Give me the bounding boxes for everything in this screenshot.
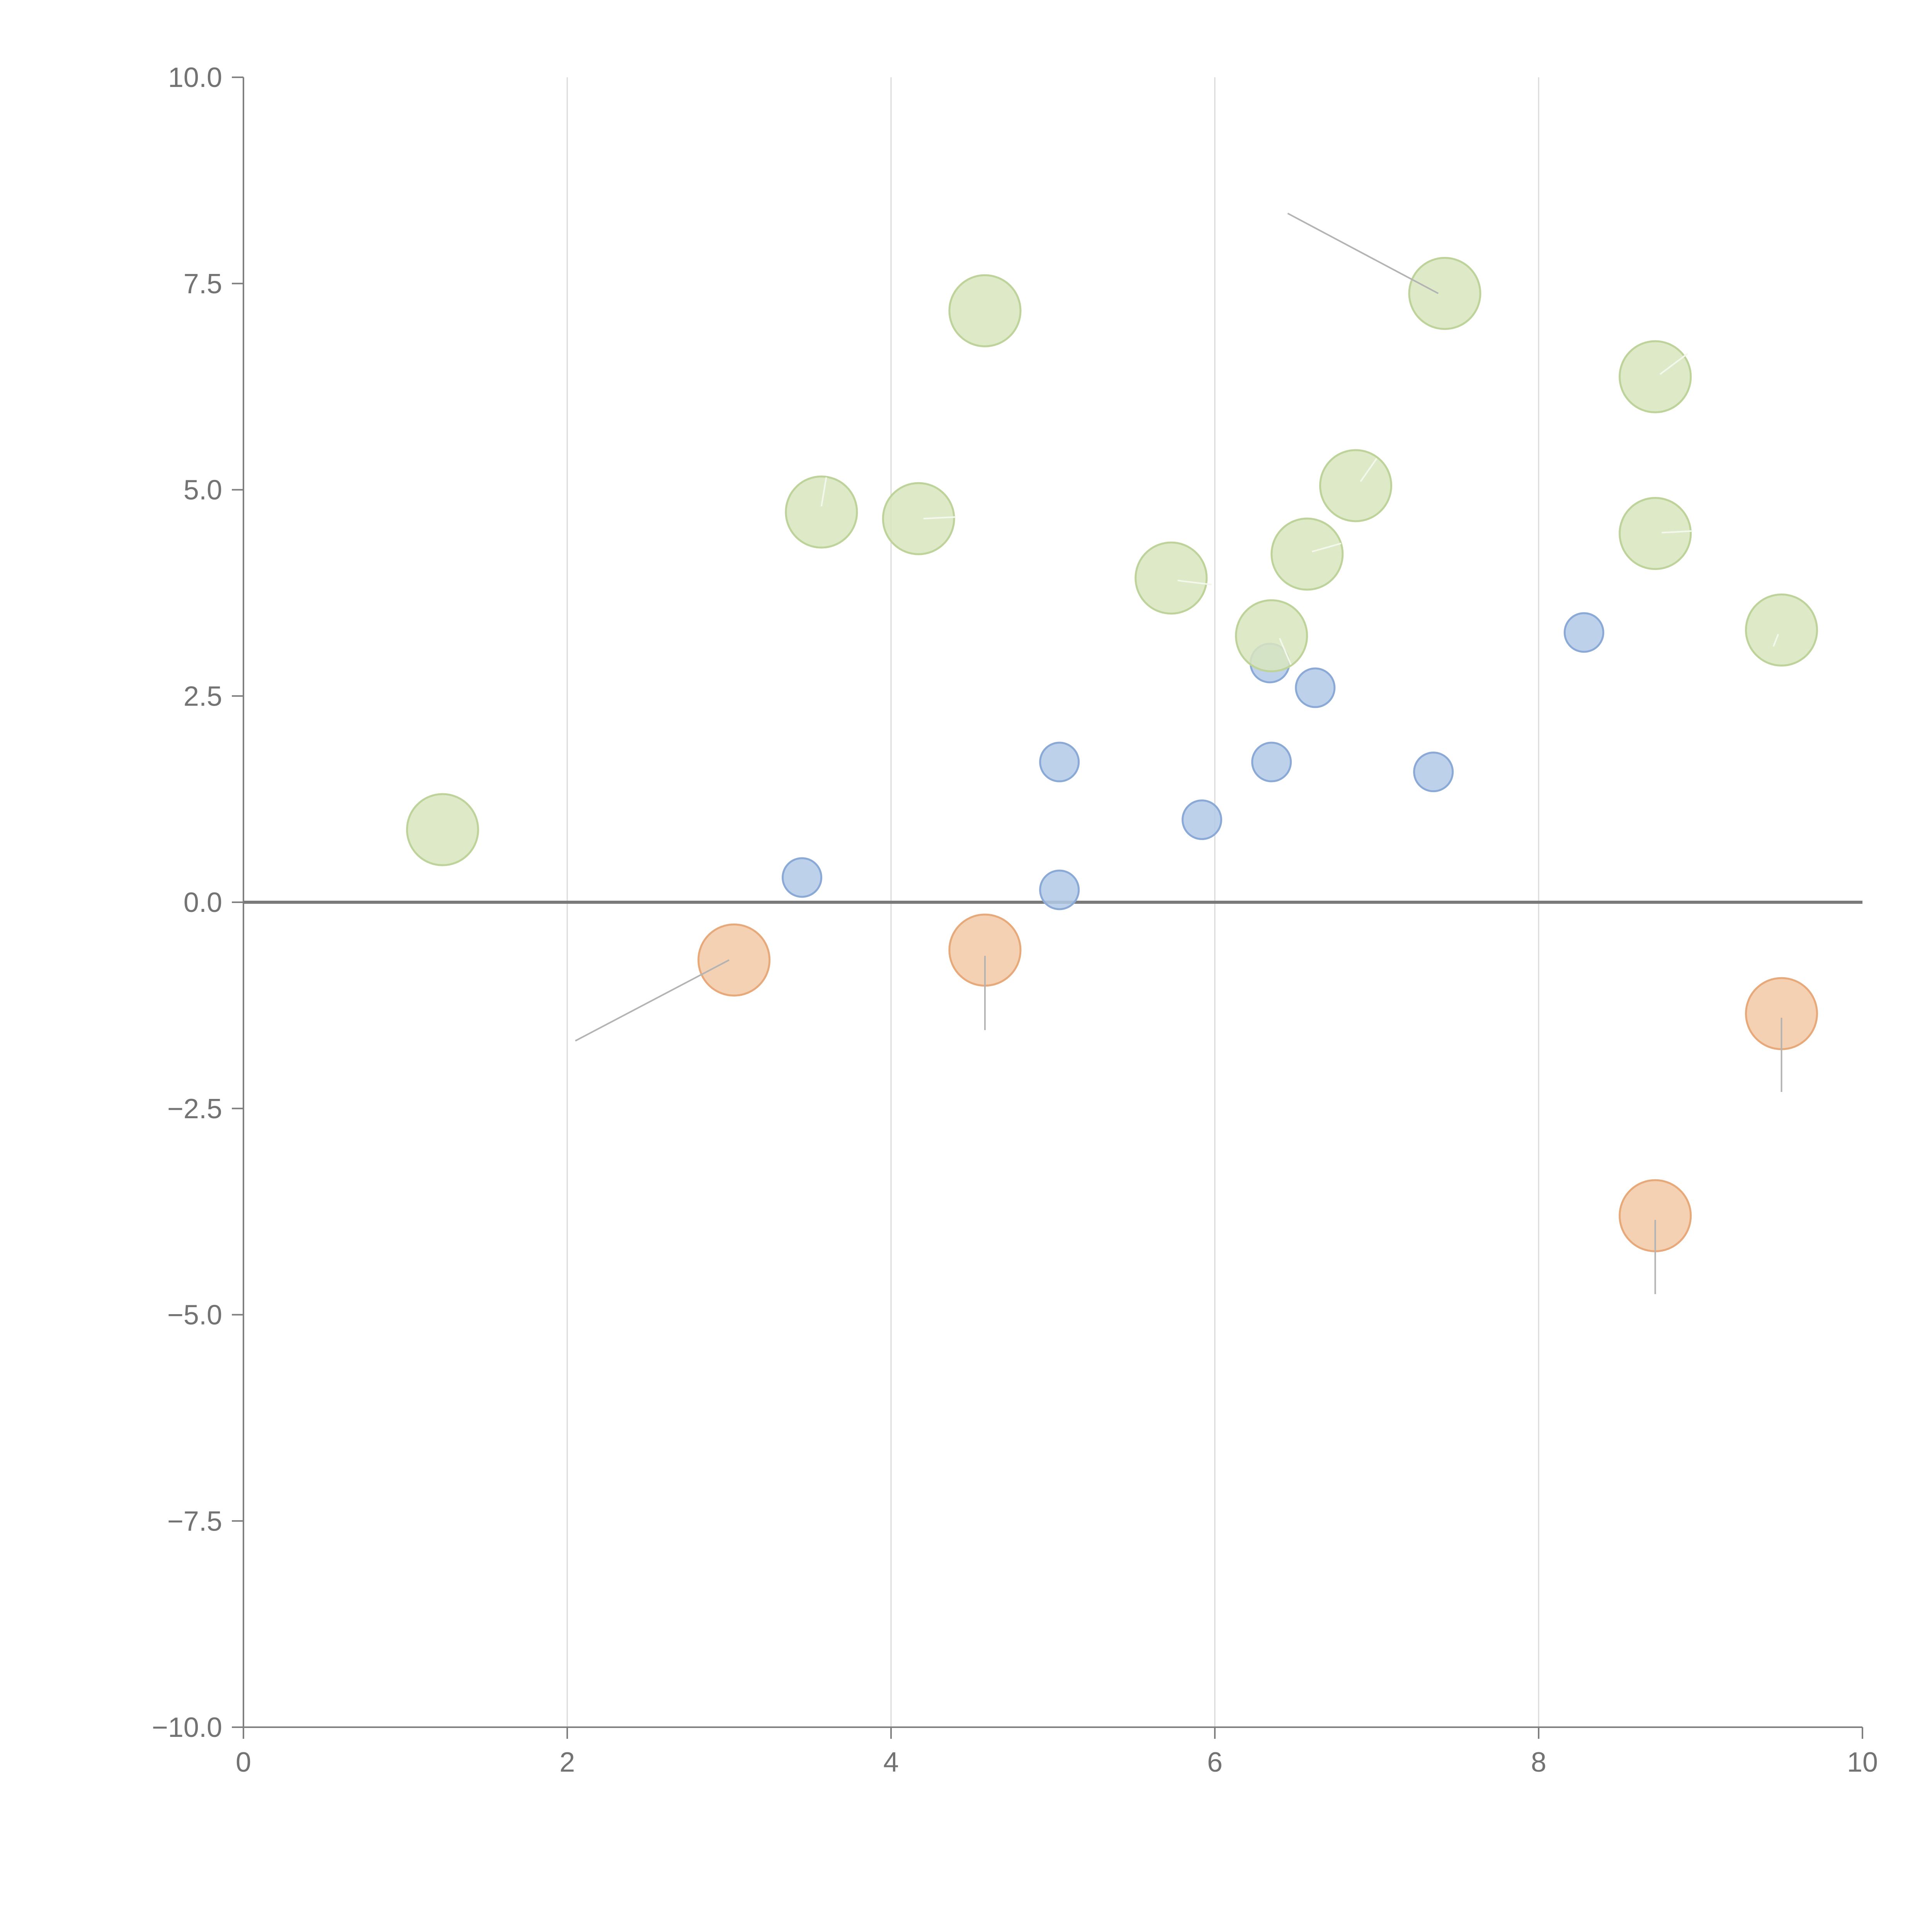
annotation-leader-line bbox=[1772, 634, 1779, 647]
y-tick-label: −7.5 bbox=[167, 1506, 222, 1537]
data-point bbox=[785, 475, 858, 549]
data-point bbox=[1235, 599, 1308, 672]
annotation-leader-line bbox=[820, 477, 827, 507]
annotation-leader-line bbox=[1311, 543, 1342, 553]
annotation-leader-line bbox=[1660, 353, 1688, 375]
y-tick-label: 10.0 bbox=[168, 62, 222, 93]
data-point bbox=[406, 793, 479, 866]
annotation-leader-line bbox=[923, 516, 956, 520]
annotation-leader-line bbox=[1287, 213, 1439, 294]
y-tick-label: 2.5 bbox=[184, 681, 222, 712]
x-tick-label: 8 bbox=[1531, 1747, 1546, 1778]
x-tick-label: 2 bbox=[560, 1747, 575, 1778]
data-point bbox=[1745, 593, 1818, 667]
leaders-layer bbox=[575, 213, 1782, 1294]
data-point bbox=[882, 482, 955, 555]
data-point bbox=[1295, 667, 1336, 708]
data-point bbox=[1134, 541, 1208, 615]
y-tick-label: −2.5 bbox=[167, 1094, 222, 1124]
x-tick-label: 6 bbox=[1207, 1747, 1223, 1778]
axes-layer bbox=[232, 77, 1863, 1739]
data-point bbox=[1619, 497, 1692, 570]
x-tick-label: 10 bbox=[1847, 1747, 1878, 1778]
data-point bbox=[1619, 340, 1692, 413]
annotation-leader-line bbox=[1177, 580, 1212, 586]
annotation-leader-line bbox=[1279, 638, 1292, 665]
y-tick-label: −5.0 bbox=[167, 1300, 222, 1331]
annotation-leader-line bbox=[575, 959, 730, 1042]
y-tick-label: 7.5 bbox=[184, 269, 222, 299]
data-point bbox=[697, 923, 771, 997]
annotation-leader-line bbox=[1360, 458, 1378, 482]
data-point bbox=[1270, 517, 1344, 591]
marks-layer bbox=[406, 257, 1818, 1252]
annotation-leader-line bbox=[1662, 530, 1693, 534]
x-tick-label: 4 bbox=[883, 1747, 899, 1778]
y-tick-label: 5.0 bbox=[184, 475, 222, 506]
data-point bbox=[782, 857, 823, 898]
data-point bbox=[1039, 869, 1080, 910]
data-point bbox=[1251, 742, 1292, 782]
data-point bbox=[1319, 449, 1393, 522]
y-tick-label: 0.0 bbox=[184, 887, 222, 918]
data-point bbox=[1408, 257, 1481, 330]
data-point bbox=[1413, 752, 1454, 793]
data-point bbox=[1563, 612, 1604, 653]
data-point bbox=[1039, 742, 1080, 782]
labels-layer: 0 2 4 6 8 10 10.0 7.5 5.0 2.5 0.0 −2.5 −5.0 −7.5 −10.0 bbox=[152, 62, 1878, 1778]
y-tick-label: −10.0 bbox=[152, 1712, 222, 1743]
data-point bbox=[1181, 799, 1222, 840]
x-tick-label: 0 bbox=[236, 1747, 251, 1778]
data-point bbox=[948, 274, 1022, 347]
